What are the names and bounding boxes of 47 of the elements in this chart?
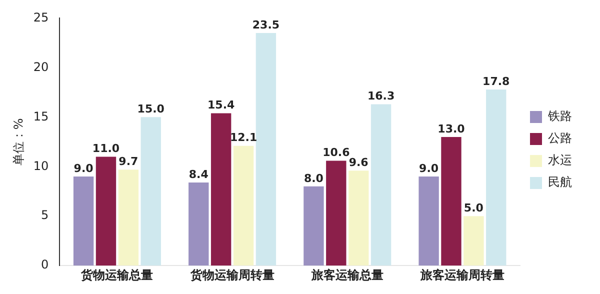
data-label: 10.6: [322, 146, 350, 160]
data-label: 13.0: [438, 122, 466, 136]
legend-label: 公路: [548, 131, 572, 146]
x-tick-label: 货物运输总量: [80, 268, 154, 282]
y-tick-label: 0: [41, 258, 49, 272]
bar: [326, 160, 346, 266]
bar: [73, 176, 94, 266]
y-tick-label: 10: [33, 158, 49, 173]
data-label: 9.6: [348, 156, 369, 169]
data-label: 9.7: [118, 154, 138, 168]
data-label: 11.0: [92, 142, 120, 156]
data-label: 9.0: [419, 162, 439, 175]
bar: [188, 182, 209, 266]
legend-label: 水运: [548, 153, 572, 168]
data-label: 9.0: [74, 162, 94, 175]
bar: [233, 146, 254, 266]
bar: [140, 117, 161, 266]
data-label: 5.0: [464, 201, 484, 214]
data-label: 17.8: [482, 74, 510, 88]
legend-label: 铁路: [547, 109, 572, 124]
y-axis-title: 单位：%: [11, 118, 26, 166]
y-tick-label: 25: [33, 10, 49, 24]
bar: [118, 170, 139, 266]
bar: [256, 33, 276, 266]
data-label: 15.4: [208, 98, 235, 112]
data-label: 8.0: [304, 172, 324, 185]
bar: [486, 89, 506, 266]
bar: [370, 104, 392, 266]
data-label: 15.0: [137, 102, 165, 116]
y-tick-label: 15: [33, 109, 49, 124]
y-tick-label: 20: [33, 60, 49, 74]
x-tick-label: 旅客运输周转量: [419, 268, 504, 282]
bar: [441, 136, 462, 266]
bar: [348, 170, 369, 266]
data-label: 16.3: [367, 90, 395, 103]
legend-label: 民航: [548, 175, 572, 190]
data-label: 8.4: [188, 168, 209, 181]
x-tick-label: 货物运输周转量: [189, 268, 274, 282]
bar: [418, 176, 439, 266]
x-tick-label: 旅客运输总量: [310, 268, 384, 282]
data-label: 12.1: [230, 131, 258, 144]
bar: [96, 156, 116, 266]
bar: [304, 186, 324, 266]
y-tick-label: 5: [41, 208, 49, 222]
data-label: 23.5: [252, 18, 280, 32]
bar: [210, 113, 232, 266]
bar: [464, 216, 484, 266]
